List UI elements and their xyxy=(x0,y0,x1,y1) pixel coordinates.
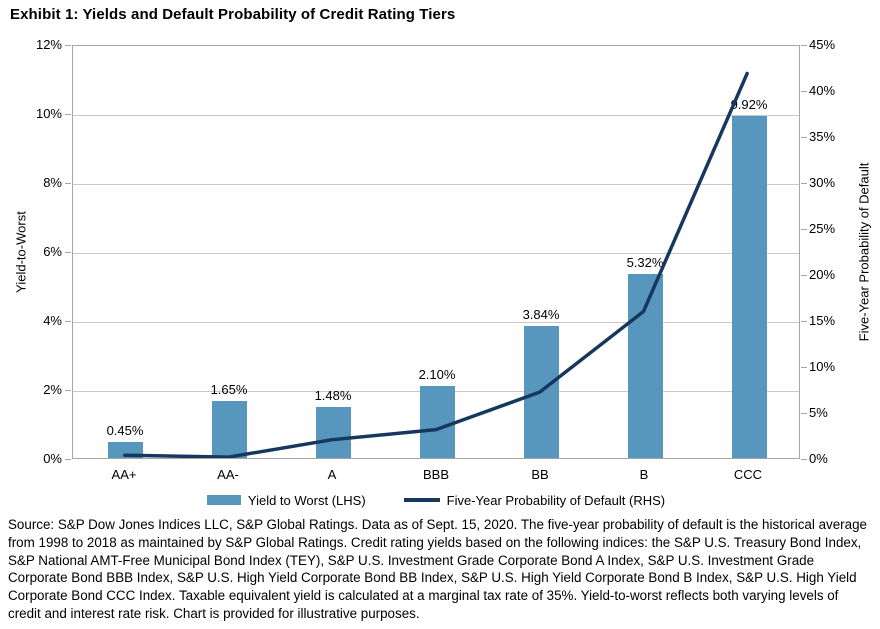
bar-value-label: 2.10% xyxy=(418,366,456,382)
left-axis-tick-label: 6% xyxy=(43,244,62,259)
right-axis-tick xyxy=(801,45,807,46)
gridline xyxy=(73,322,799,323)
chart-title: Exhibit 1: Yields and Default Probabilit… xyxy=(10,6,456,23)
bar-value-label: 5.32% xyxy=(626,255,664,271)
x-axis-label-A: A xyxy=(327,467,337,482)
bar-value-label: 0.45% xyxy=(106,423,144,439)
right-axis-tick xyxy=(801,367,807,368)
right-axis-tick-label: 20% xyxy=(809,267,836,282)
left-axis-tick-label: 0% xyxy=(43,451,62,466)
legend-bar-label: Yield to Worst (LHS) xyxy=(247,492,366,508)
x-axis-label-AA-: AA- xyxy=(217,467,239,482)
source-note: Source: S&P Dow Jones Indices LLC, S&P G… xyxy=(8,517,867,621)
left-axis-tick-label: 8% xyxy=(43,175,62,190)
left-axis-tick xyxy=(65,114,71,115)
gridline xyxy=(73,184,799,185)
bar-value-label: 1.65% xyxy=(210,382,248,398)
left-axis-tick xyxy=(65,321,71,322)
right-axis-tick-label: 45% xyxy=(809,37,836,52)
left-axis-tick-label: 12% xyxy=(35,37,62,52)
legend-item-default-probability: Five-Year Probability of Default (RHS) xyxy=(403,492,666,508)
right-axis-tick-label: 15% xyxy=(809,313,836,328)
gridline xyxy=(73,115,799,116)
right-axis-tick-label: 35% xyxy=(809,129,836,144)
right-axis-tick-label: 25% xyxy=(809,221,836,236)
bar-A xyxy=(315,406,351,458)
x-axis-label-CCC: CCC xyxy=(733,467,763,482)
bar-value-label: 1.48% xyxy=(314,387,352,403)
right-axis-tick-label: 10% xyxy=(809,359,836,374)
line-swatch-icon xyxy=(403,498,440,502)
left-axis-title: Yield-to-Worst xyxy=(13,211,29,293)
legend: Yield to Worst (LHS) Five-Year Probabili… xyxy=(72,490,800,510)
right-axis-tick-label: 0% xyxy=(809,451,828,466)
gridline xyxy=(73,253,799,254)
right-axis-tick-label: 5% xyxy=(809,405,828,420)
left-axis-tick xyxy=(65,390,71,391)
left-axis-tick-label: 10% xyxy=(35,106,62,121)
bar-swatch-icon xyxy=(206,495,241,505)
x-axis-label-BB: BB xyxy=(531,467,549,482)
right-axis-title: Five-Year Probability of Default xyxy=(856,162,872,342)
right-axis-tick-label: 30% xyxy=(809,175,836,190)
x-axis-label-B: B xyxy=(639,467,649,482)
bar-CCC xyxy=(731,115,767,458)
right-axis-tick xyxy=(801,137,807,138)
legend-line-label: Five-Year Probability of Default (RHS) xyxy=(446,492,666,508)
left-axis-tick-label: 4% xyxy=(43,313,62,328)
right-axis-tick xyxy=(801,459,807,460)
right-axis-tick xyxy=(801,321,807,322)
bar-value-label: 9.92% xyxy=(730,96,768,112)
bar-BB xyxy=(523,325,559,458)
left-axis-tick xyxy=(65,45,71,46)
bar-AA- xyxy=(211,401,247,458)
left-axis-tick-label: 2% xyxy=(43,382,62,397)
right-axis-tick xyxy=(801,413,807,414)
left-axis-tick xyxy=(65,459,71,460)
left-axis-tick xyxy=(65,183,71,184)
x-axis-label-AA+: AA+ xyxy=(111,467,137,482)
left-axis-tick xyxy=(65,252,71,253)
right-axis-tick xyxy=(801,183,807,184)
right-axis-tick xyxy=(801,229,807,230)
bar-AA+ xyxy=(107,442,143,458)
bar-value-label: 3.84% xyxy=(522,306,560,322)
bar-B xyxy=(627,274,663,458)
right-axis-tick xyxy=(801,275,807,276)
legend-item-yield: Yield to Worst (LHS) xyxy=(206,492,366,508)
right-axis-tick xyxy=(801,91,807,92)
x-axis-label-BBB: BBB xyxy=(422,467,449,482)
plot-area: 0.45% 1.65% 1.48% 2.10% 3.84% 5.32% 9.92% xyxy=(72,45,800,459)
right-axis-tick-label: 40% xyxy=(809,83,836,98)
bar-BBB xyxy=(419,385,455,458)
